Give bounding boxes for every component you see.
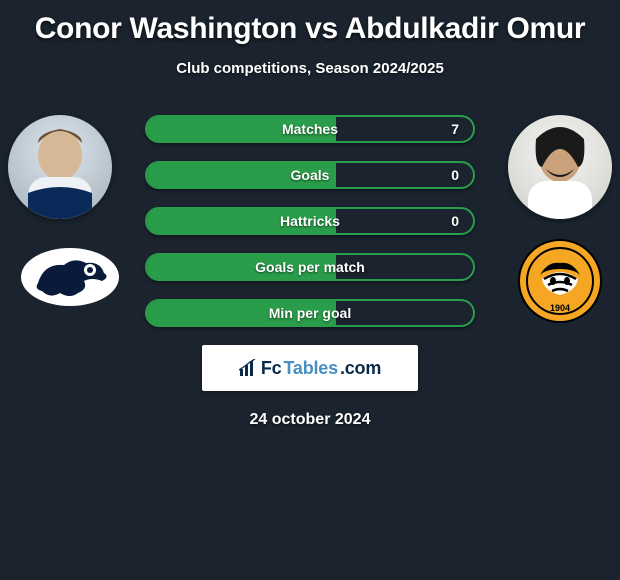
player-photo-left (8, 115, 112, 219)
comparison-title: Conor Washington vs Abdulkadir Omur (0, 0, 620, 46)
comparison-subtitle: Club competitions, Season 2024/2025 (0, 60, 620, 77)
club-badge-right: 1904 (518, 239, 602, 323)
stat-bar: Matches 7 (145, 115, 475, 143)
stat-bar: Goals per match (145, 253, 475, 281)
stat-bar: Min per goal (145, 299, 475, 327)
svg-text:1904: 1904 (550, 303, 570, 313)
brand-mid: Tables (283, 358, 338, 379)
stat-bar-label: Min per goal (147, 301, 473, 325)
chart-bars-icon (239, 359, 259, 377)
stat-bar-label: Goals per match (147, 255, 473, 279)
stat-bar: Hattricks 0 (145, 207, 475, 235)
brand-box: FcTables.com (202, 345, 418, 391)
brand-logo: FcTables.com (239, 358, 381, 379)
club-badge-left (20, 247, 120, 307)
brand-prefix: Fc (261, 358, 282, 379)
player-photo-right (508, 115, 612, 219)
brand-suffix: .com (340, 358, 381, 379)
stat-bar: Goals 0 (145, 161, 475, 189)
stat-bar-label: Hattricks (147, 209, 473, 233)
stat-bars: Matches 7 Goals 0 Hattricks 0 Goals per … (145, 115, 475, 327)
stat-bar-label: Matches (147, 117, 473, 141)
stat-bar-label: Goals (147, 163, 473, 187)
comparison-date: 24 october 2024 (0, 411, 620, 429)
comparison-body: 1904 Matches 7 Goals 0 Hattricks 0 Goals… (0, 115, 620, 429)
stat-bar-value: 0 (451, 163, 459, 187)
stat-bar-value: 7 (451, 117, 459, 141)
stat-bar-value: 0 (451, 209, 459, 233)
